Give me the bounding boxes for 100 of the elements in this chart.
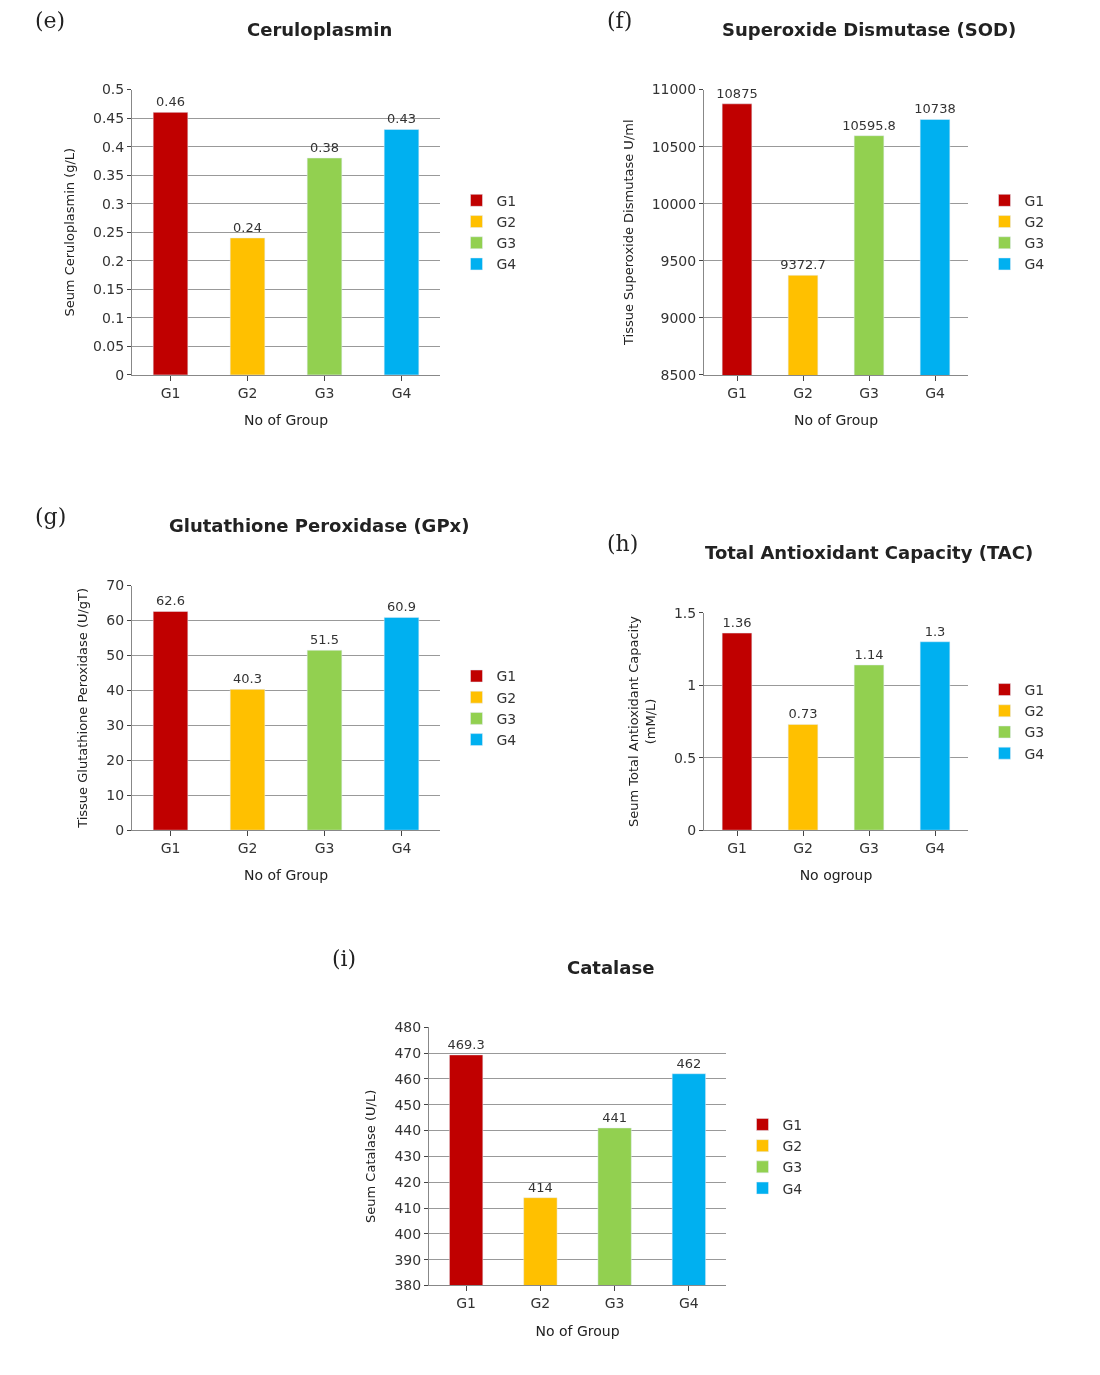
x-axis-title: No ogroup <box>799 867 873 884</box>
y-tick-label: 30 <box>106 717 125 734</box>
y-tick-label: 0.25 <box>93 224 125 241</box>
legend-label: G1 <box>782 1116 803 1133</box>
y-tick-label: 1.5 <box>673 604 697 621</box>
data-label: 62.6 <box>156 593 185 609</box>
y-tick-label: 0 <box>687 822 697 839</box>
legend-label: G1 <box>1024 682 1045 699</box>
y-tick-label: 430 <box>394 1148 422 1165</box>
y-tick-label: 470 <box>394 1044 422 1061</box>
legend-label: G4 <box>1024 256 1045 273</box>
y-tick-label: 11000 <box>651 81 697 98</box>
legend-label: G1 <box>496 668 517 685</box>
y-tick-label: 40 <box>106 682 125 699</box>
chart-title: Catalase <box>567 957 655 978</box>
data-label: 469.3 <box>447 1036 485 1052</box>
data-label: 0.46 <box>156 94 185 110</box>
x-axis-title: No of Group <box>243 412 329 429</box>
data-label: 51.5 <box>310 632 339 648</box>
data-label: 0.73 <box>788 706 818 722</box>
y-axis-title: Tissue Glutathione Peroxidase (U/gT) <box>75 587 91 829</box>
y-tick-label: 9500 <box>660 252 697 269</box>
chart-title: Superoxide Dismutase (SOD) <box>722 19 1017 40</box>
x-axis-title: No of Group <box>535 1322 620 1339</box>
y-axis-title: Seum Total Antioxidant Capacity (mM/L) <box>625 615 658 827</box>
y-tick-label: 0.05 <box>93 338 125 355</box>
legend-label: G3 <box>1024 724 1045 741</box>
x-tick-label: G2 <box>237 839 258 856</box>
legend-label: G4 <box>496 732 517 749</box>
x-tick-label: G4 <box>391 839 412 856</box>
y-tick-label: 380 <box>394 1277 422 1294</box>
y-tick-label: 9000 <box>660 309 697 326</box>
legend-label: G2 <box>496 213 517 230</box>
y-tick-label: 0.2 <box>101 252 125 269</box>
y-tick-label: 0.35 <box>93 167 125 184</box>
x-tick-label: G1 <box>727 839 747 856</box>
chart-title: Ceruloplasmin <box>247 19 393 40</box>
data-label: 462 <box>676 1055 702 1071</box>
data-label: 1.14 <box>854 646 884 662</box>
x-axis-title: No of Group <box>243 867 329 884</box>
x-tick-label: G2 <box>793 839 813 856</box>
y-tick-label: 50 <box>106 647 125 664</box>
legend-label: G1 <box>496 192 517 209</box>
x-tick-label: G3 <box>604 1295 625 1312</box>
chart-title: Total Antioxidant Capacity (TAC) <box>705 542 1034 563</box>
data-label: 10875 <box>716 85 758 101</box>
text: (i) <box>332 946 357 971</box>
text: (e) <box>35 8 66 33</box>
data-label: 40.3 <box>233 671 262 687</box>
data-label: 10738 <box>914 101 956 117</box>
legend-label: G1 <box>1024 192 1045 209</box>
data-label: 0.43 <box>387 111 416 127</box>
x-tick-label: G2 <box>530 1295 551 1312</box>
y-axis-title: Seum Ceruloplasmin (g/L) <box>61 147 77 317</box>
x-tick-label: G1 <box>160 384 181 401</box>
legend-label: G2 <box>1024 703 1045 720</box>
legend-label: G2 <box>1024 213 1045 230</box>
data-label: 414 <box>527 1179 553 1195</box>
x-tick-label: G4 <box>925 839 945 856</box>
x-tick-label: G3 <box>859 839 879 856</box>
x-tick-label: G1 <box>160 839 181 856</box>
text: (h) <box>607 531 639 556</box>
y-tick-label: 0.3 <box>101 195 125 212</box>
x-tick-label: G3 <box>859 384 879 401</box>
legend-label: G3 <box>782 1159 803 1176</box>
y-tick-label: 460 <box>394 1070 422 1087</box>
y-tick-label: 0.15 <box>93 281 125 298</box>
data-label: 1.36 <box>722 615 752 631</box>
y-tick-label: 410 <box>394 1199 422 1216</box>
y-tick-label: 450 <box>394 1096 422 1113</box>
x-tick-label: G2 <box>793 384 813 401</box>
legend-label: G4 <box>782 1180 803 1197</box>
data-label: 9372.7 <box>780 257 826 273</box>
y-tick-label: 400 <box>394 1225 422 1242</box>
text: (g) <box>35 504 67 529</box>
y-axis-title: Tissue Superoxide Dismutase U/ml <box>620 119 636 347</box>
legend-label: G4 <box>1024 745 1045 762</box>
y-tick-label: 0.4 <box>101 138 125 155</box>
x-tick-label: G3 <box>314 839 335 856</box>
x-axis-title: No of Group <box>793 412 879 429</box>
x-tick-label: G2 <box>237 384 258 401</box>
y-tick-label: 0.45 <box>93 109 125 126</box>
y-tick-label: 0.5 <box>101 81 125 98</box>
chart-title: Glutathione Peroxidase (GPx) <box>169 515 470 536</box>
legend-label: G4 <box>496 256 517 273</box>
y-tick-label: 390 <box>394 1251 422 1268</box>
y-tick-label: 480 <box>394 1019 422 1036</box>
data-label: 0.38 <box>310 140 339 156</box>
data-label: 0.24 <box>233 219 262 235</box>
y-tick-label: 10000 <box>651 195 697 212</box>
y-tick-label: 0.5 <box>673 749 697 766</box>
y-tick-label: 420 <box>394 1174 422 1191</box>
y-tick-label: 20 <box>106 752 125 769</box>
x-tick-label: G3 <box>314 384 335 401</box>
text: (f) <box>607 8 633 33</box>
y-tick-label: 440 <box>394 1122 422 1139</box>
legend-label: G3 <box>496 235 517 252</box>
x-tick-label: G4 <box>925 384 945 401</box>
y-tick-label: 10 <box>106 787 125 804</box>
x-tick-label: G1 <box>456 1295 477 1312</box>
